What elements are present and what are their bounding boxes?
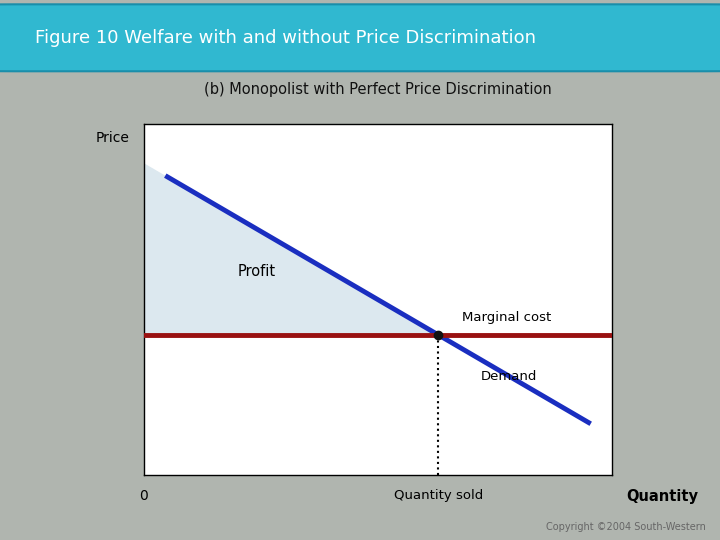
Text: Copyright ©2004 South-Western: Copyright ©2004 South-Western [546,522,706,532]
Text: Figure 10 Welfare with and without Price Discrimination: Figure 10 Welfare with and without Price… [35,29,536,47]
Text: Marginal cost: Marginal cost [462,311,552,324]
Text: Price: Price [96,131,130,145]
Text: Demand: Demand [481,370,537,383]
Text: Quantity sold: Quantity sold [394,489,483,502]
Text: (b) Monopolist with Perfect Price Discrimination: (b) Monopolist with Perfect Price Discri… [204,82,552,97]
Text: Profit: Profit [238,264,276,279]
FancyBboxPatch shape [0,4,720,71]
Text: Quantity: Quantity [626,489,698,504]
Text: 0: 0 [140,489,148,503]
Polygon shape [144,163,438,335]
